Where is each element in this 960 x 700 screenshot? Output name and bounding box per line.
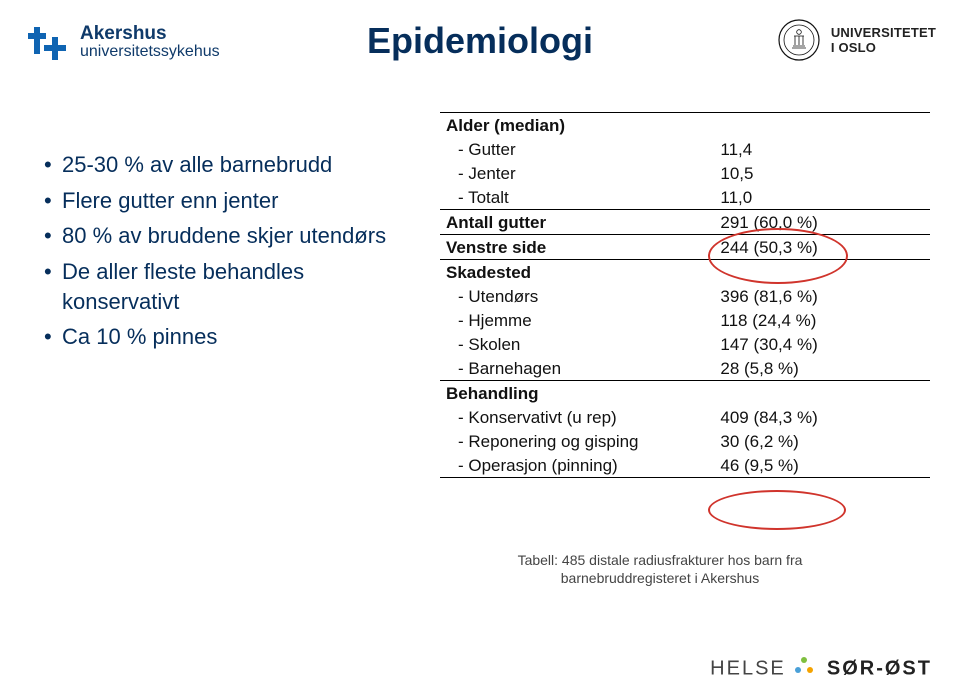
row-value: 11,4: [714, 137, 930, 161]
helse-light: HELSE: [710, 657, 793, 679]
row-label: - Operasjon (pinning): [440, 453, 714, 478]
uio-line1: UNIVERSITETET: [831, 25, 936, 40]
row-value: 118 (24,4 %): [714, 308, 930, 332]
akershus-wordmark: Akershus universitetssykehus: [80, 24, 220, 61]
row-label: - Utendørs: [440, 284, 714, 308]
table-caption: Tabell: 485 distale radiusfrakturer hos …: [500, 552, 820, 587]
row-value: 28 (5,8 %): [714, 356, 930, 381]
row-value: 11,0: [714, 185, 930, 210]
uio-line2: I OSLO: [831, 40, 936, 55]
bullet-item: De aller fleste behandles konservativt: [44, 257, 424, 316]
section-header-val: [714, 113, 930, 138]
row-label: - Skolen: [440, 332, 714, 356]
row-value: 244 (50,3 %): [714, 235, 930, 260]
bullet-item: Flere gutter enn jenter: [44, 186, 424, 216]
helse-bold: SØR-ØST: [827, 657, 932, 679]
row-label: - Jenter: [440, 161, 714, 185]
row-label: - Konservativt (u rep): [440, 405, 714, 429]
helse-dots-icon: [793, 656, 819, 682]
highlight-circle: [708, 490, 846, 530]
row-value: 30 (6,2 %): [714, 429, 930, 453]
section-header: Skadested: [440, 260, 714, 285]
page-title: Epidemiologi: [367, 20, 593, 62]
logo-helse-sorost: HELSE SØR-ØST: [710, 656, 932, 682]
row-value: 147 (30,4 %): [714, 332, 930, 356]
section-header: Behandling: [440, 381, 714, 406]
slide: Akershus universitetssykehus UNIVERSITET…: [0, 0, 960, 700]
section-header-val: [714, 260, 930, 285]
bullet-item: 80 % av bruddene skjer utendørs: [44, 221, 424, 251]
bullet-list: 25-30 % av alle barnebrudd Flere gutter e…: [44, 150, 424, 358]
akershus-cross-icon: [24, 22, 70, 62]
row-label: - Barnehagen: [440, 356, 714, 381]
uio-seal-icon: [777, 18, 821, 62]
akershus-line2: universitetssykehus: [80, 44, 220, 61]
data-table: Alder (median)- Gutter11,4- Jenter10,5- …: [440, 112, 930, 478]
logo-uio: UNIVERSITETET I OSLO: [777, 18, 936, 62]
row-value: 409 (84,3 %): [714, 405, 930, 429]
row-label: - Totalt: [440, 185, 714, 210]
section-header: Alder (median): [440, 113, 714, 138]
helse-text: HELSE SØR-ØST: [710, 656, 932, 682]
row-label: Antall gutter: [440, 210, 714, 235]
logo-akershus: Akershus universitetssykehus: [24, 22, 220, 62]
row-value: 291 (60,0 %): [714, 210, 930, 235]
row-label: - Reponering og gisping: [440, 429, 714, 453]
row-value: 396 (81,6 %): [714, 284, 930, 308]
row-label: - Hjemme: [440, 308, 714, 332]
row-label: Venstre side: [440, 235, 714, 260]
akershus-line1: Akershus: [80, 24, 220, 44]
bullet-item: Ca 10 % pinnes: [44, 322, 424, 352]
bullet-item: 25-30 % av alle barnebrudd: [44, 150, 424, 180]
row-value: 46 (9,5 %): [714, 453, 930, 478]
uio-wordmark: UNIVERSITETET I OSLO: [831, 25, 936, 55]
row-label: - Gutter: [440, 137, 714, 161]
row-value: 10,5: [714, 161, 930, 185]
section-header-val: [714, 381, 930, 406]
